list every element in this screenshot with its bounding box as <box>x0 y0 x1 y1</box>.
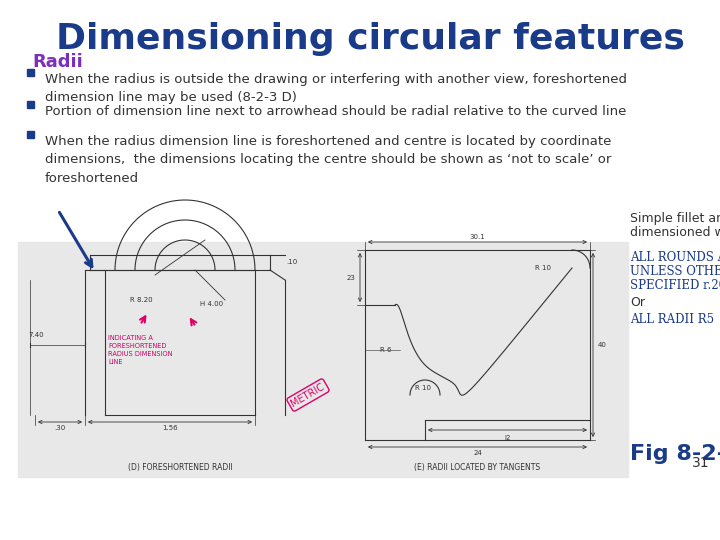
Text: Fig 8-2-3: Fig 8-2-3 <box>630 444 720 464</box>
Text: Radii: Radii <box>32 53 83 71</box>
Text: R 8.20: R 8.20 <box>130 297 153 303</box>
Text: 30.1: 30.1 <box>469 234 485 240</box>
Bar <box>27 101 34 108</box>
Text: (D) FORESHORTENED RADII: (D) FORESHORTENED RADII <box>127 463 233 472</box>
Text: INDICATING A
FORESHORTENED
RADIUS DIMENSION
LINE: INDICATING A FORESHORTENED RADIUS DIMENS… <box>108 335 173 365</box>
Text: 24: 24 <box>473 450 482 456</box>
Text: SPECIFIED r.20: SPECIFIED r.20 <box>630 279 720 292</box>
Text: R 10: R 10 <box>415 385 431 391</box>
Text: dimensioned with a general note: dimensioned with a general note <box>630 226 720 239</box>
Text: When the radius is outside the drawing or interfering with another view, foresho: When the radius is outside the drawing o… <box>45 73 627 105</box>
Text: Dimensioning circular features: Dimensioning circular features <box>55 22 685 56</box>
Text: .30: .30 <box>55 425 66 431</box>
Text: .10: .10 <box>286 259 297 265</box>
Text: H 4.00: H 4.00 <box>200 301 223 307</box>
Text: ALL RADII R5: ALL RADII R5 <box>630 313 714 326</box>
Text: 40: 40 <box>598 342 607 348</box>
Text: R 6: R 6 <box>380 347 392 353</box>
Bar <box>27 69 34 76</box>
Text: UNLESS OTHERWISE: UNLESS OTHERWISE <box>630 265 720 278</box>
Text: I2: I2 <box>504 435 510 441</box>
Text: METRIC: METRIC <box>289 381 327 409</box>
Text: 7.40: 7.40 <box>28 332 44 338</box>
Text: Simple fillet and radii may be: Simple fillet and radii may be <box>630 212 720 225</box>
Text: When the radius dimension line is foreshortened and centre is located by coordin: When the radius dimension line is foresh… <box>45 135 611 185</box>
Text: Or: Or <box>630 296 645 309</box>
Text: Portion of dimension line next to arrowhead should be radial relative to the cur: Portion of dimension line next to arrowh… <box>45 105 626 118</box>
Text: 1.56: 1.56 <box>162 425 178 431</box>
Text: (E) RADII LOCATED BY TANGENTS: (E) RADII LOCATED BY TANGENTS <box>415 463 541 472</box>
Text: R 10: R 10 <box>535 265 551 271</box>
Bar <box>27 131 34 138</box>
Bar <box>18 242 628 477</box>
Text: ALL ROUNDS AND FILLETS: ALL ROUNDS AND FILLETS <box>630 251 720 264</box>
Text: 31: 31 <box>693 456 710 470</box>
Text: 23: 23 <box>346 274 355 280</box>
